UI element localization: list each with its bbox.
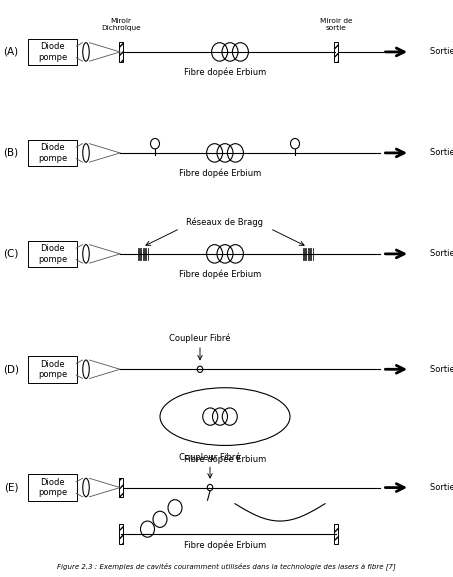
Text: Réseaux de Bragg: Réseaux de Bragg [187, 218, 264, 227]
FancyBboxPatch shape [28, 356, 77, 383]
Text: Coupleur Fibré: Coupleur Fibré [169, 334, 231, 343]
Ellipse shape [83, 245, 89, 263]
Text: Miroir
Dichroïque: Miroir Dichroïque [101, 17, 141, 31]
Text: Sortie laser: Sortie laser [430, 47, 453, 57]
FancyBboxPatch shape [28, 140, 77, 166]
Text: Miroir de
sortie: Miroir de sortie [320, 17, 352, 31]
Bar [334, 42, 338, 62]
Text: Diode
pompe: Diode pompe [38, 478, 67, 497]
Text: Sortie laser: Sortie laser [430, 249, 453, 258]
Text: (A): (A) [4, 47, 19, 57]
Text: Figure 2.3 : Exemples de cavités couramment utilisées dans la technologie des la: Figure 2.3 : Exemples de cavités couramm… [57, 563, 396, 571]
Ellipse shape [83, 360, 89, 379]
Bar [334, 524, 338, 544]
Text: (D): (D) [3, 364, 19, 374]
Text: Fibre dopée Erbium: Fibre dopée Erbium [184, 454, 266, 463]
Ellipse shape [83, 43, 89, 61]
Text: (E): (E) [4, 482, 18, 493]
Text: (B): (B) [4, 148, 19, 158]
Text: Sortie laser: Sortie laser [430, 483, 453, 492]
Text: (C): (C) [3, 249, 19, 259]
Text: Diode
pompe: Diode pompe [38, 244, 67, 264]
Text: Fibre dopée Erbium: Fibre dopée Erbium [179, 269, 261, 279]
Bar [119, 524, 123, 544]
Text: Fibre dopée Erbium: Fibre dopée Erbium [184, 541, 266, 550]
Text: Fibre dopée Erbium: Fibre dopée Erbium [184, 68, 266, 77]
Bar [119, 478, 123, 497]
Text: Fibre dopée Erbium: Fibre dopée Erbium [179, 168, 261, 178]
FancyBboxPatch shape [28, 474, 77, 501]
Ellipse shape [160, 388, 290, 445]
Text: Sortie laser: Sortie laser [430, 148, 453, 158]
Text: Diode
pompe: Diode pompe [38, 359, 67, 379]
FancyBboxPatch shape [28, 241, 77, 267]
Ellipse shape [83, 478, 89, 497]
Ellipse shape [83, 144, 89, 162]
Text: Sortie laser: Sortie laser [430, 365, 453, 374]
Text: Diode
pompe: Diode pompe [38, 143, 67, 163]
Text: Diode
pompe: Diode pompe [38, 42, 67, 62]
Text: Coupleur Fibré: Coupleur Fibré [179, 453, 241, 462]
FancyBboxPatch shape [28, 39, 77, 65]
Bar [119, 42, 123, 62]
